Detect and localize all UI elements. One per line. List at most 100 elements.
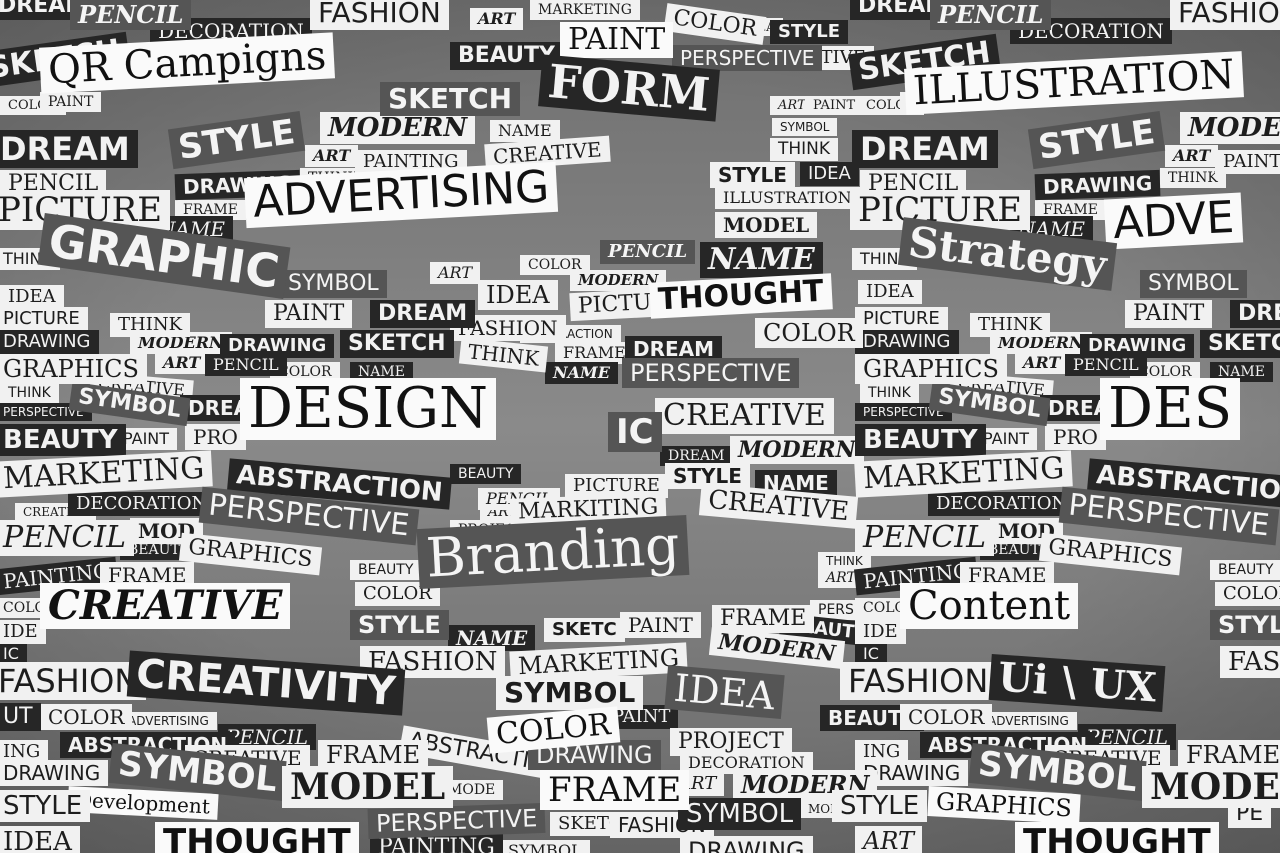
collage-word: PERSPECTIVE: [855, 403, 952, 421]
collage-word: SKETC: [544, 618, 625, 642]
collage-word: SYMBOL: [280, 270, 387, 298]
collage-word: PAINT: [805, 96, 864, 115]
collage-word: PRO: [185, 424, 246, 450]
collage-word: DRAWING: [0, 330, 99, 354]
collage-word: ILLUSTRATION: [715, 187, 860, 209]
collage-word: DES: [1100, 378, 1241, 440]
collage-word: PENCIL: [930, 0, 1052, 30]
collage-word: THINK: [770, 138, 839, 161]
collage-word: PAINT: [265, 300, 353, 328]
collage-word: MODEL: [1142, 766, 1280, 808]
collage-word: THOUGHT: [649, 273, 833, 319]
collage-word: MODERN: [1180, 112, 1280, 144]
collage-word: FASHION: [310, 0, 449, 30]
collage-word: STYLE: [1027, 110, 1166, 170]
collage-word: STYLE: [167, 110, 306, 170]
collage-word: GRAPHICS: [0, 354, 147, 384]
collage-word: ART: [1165, 145, 1219, 167]
collage-word: IDEA: [0, 826, 80, 853]
collage-word: DECORATION: [68, 492, 216, 516]
collage-word: STYLE: [1210, 610, 1280, 640]
collage-word: COLOR: [900, 704, 993, 730]
collage-word: BEAUTY: [855, 424, 986, 456]
collage-word: STYLE: [350, 610, 449, 640]
collage-word: THINK: [970, 313, 1051, 337]
collage-word: PENCIL: [70, 0, 192, 30]
collage-word: UT: [0, 703, 41, 731]
collage-word: PAINT: [115, 428, 178, 450]
collage-word: ADVERTISING: [120, 712, 217, 730]
collage-word: CREATIVE: [655, 398, 834, 434]
collage-word: SKETCH: [380, 82, 521, 116]
collage-word: PENCIL: [855, 520, 995, 556]
collage-word: ART: [1015, 352, 1069, 374]
collage-word: MARKETING: [0, 450, 214, 498]
collage-word: DREAM: [0, 130, 138, 168]
collage-word: FRAME: [175, 200, 246, 220]
collage-word: SYMBOL: [496, 676, 644, 710]
collage-word: FRAME: [540, 770, 690, 810]
collage-word: PAINT: [620, 612, 701, 638]
collage-word: ADVE: [1103, 192, 1244, 250]
collage-word: DRAWING: [680, 836, 813, 853]
collage-word: FASHION: [840, 662, 997, 700]
collage-word: DRAWING: [0, 760, 109, 786]
collage-word: ART: [770, 96, 814, 115]
collage-word: MODERN: [130, 332, 232, 354]
collage-word: SYMBOL: [500, 840, 590, 853]
collage-word: SKETCH: [1200, 330, 1280, 358]
collage-word: THOUGHT: [1015, 822, 1219, 853]
collage-word: NAME: [490, 120, 560, 142]
collage-word: FRAME: [1035, 200, 1106, 220]
collage-word: MODEL: [715, 212, 818, 238]
collage-word: PERSPECTIVE: [367, 802, 546, 840]
collage-word: COLOR: [663, 3, 767, 45]
collage-word: BEAUTY: [350, 560, 422, 580]
collage-word: BEAUTY: [120, 540, 197, 560]
collage-word: MODERN: [570, 270, 667, 291]
collage-word: MODERN: [730, 436, 864, 464]
collage-word: MODERN: [320, 112, 476, 144]
collage-word: BEAUTY: [0, 424, 126, 456]
collage-word: DREAM: [852, 130, 998, 168]
collage-word: IDEA: [478, 280, 558, 310]
collage-word: DRAWING: [1080, 334, 1195, 358]
collage-word: BEAUTY: [980, 540, 1057, 560]
collage-word: PENCIL: [1065, 354, 1147, 376]
collage-word: ADVERTISING: [980, 712, 1077, 730]
collage-word: DRAWING: [220, 334, 335, 358]
collage-word: PAINT: [1125, 300, 1213, 328]
collage-word: IDEA: [858, 280, 922, 304]
collage-word: THINK: [1160, 168, 1226, 188]
collage-word: DREAM: [660, 446, 733, 466]
collage-word: MARKETING: [530, 0, 640, 20]
collage-word: ART: [155, 352, 209, 374]
collage-word: PICTURE: [0, 307, 88, 331]
collage-word: PICTURE: [855, 307, 948, 331]
collage-word: CREATIVE: [40, 583, 291, 629]
collage-word: GRAPHICS: [178, 532, 322, 576]
collage-word: THOUGHT: [155, 822, 359, 853]
collage-word: FRAME: [318, 740, 429, 770]
collage-word: SKETCH: [340, 330, 454, 358]
collage-word: IDE: [855, 620, 906, 644]
collage-word: THINK: [818, 552, 871, 570]
collage-word: IDE: [0, 620, 46, 644]
collage-word: PRO: [1045, 424, 1106, 450]
collage-word: FRAME: [555, 342, 634, 364]
collage-word: MARKETING: [854, 450, 1074, 498]
collage-word: DECORATION: [680, 752, 813, 774]
collage-word: STYLE: [832, 790, 928, 822]
collage-word: MODE: [440, 780, 504, 800]
collage-word: STYLE: [710, 162, 795, 188]
collage-word: PENCIL: [600, 240, 696, 264]
collage-word: IC: [0, 643, 27, 665]
collage-word: SYMBOL: [1140, 270, 1247, 298]
collage-word: BEAUTY: [1210, 560, 1280, 580]
collage-word: THINK: [110, 313, 191, 337]
collage-word: NAME: [545, 362, 618, 384]
collage-word: COLOR: [1215, 582, 1280, 606]
collage-word: ART: [855, 826, 922, 853]
collage-word: PERSPECTIVE: [672, 45, 823, 71]
